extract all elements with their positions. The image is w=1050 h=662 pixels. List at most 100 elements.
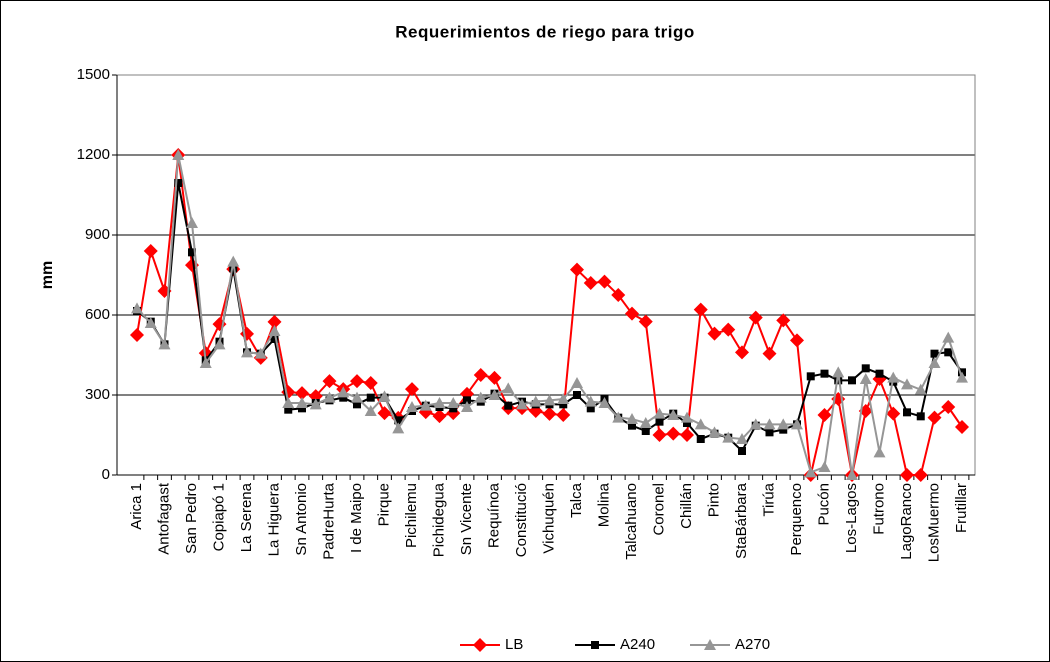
legend-marker bbox=[704, 639, 716, 650]
marker bbox=[749, 418, 762, 430]
marker bbox=[295, 386, 309, 401]
marker bbox=[254, 347, 267, 359]
marker bbox=[861, 364, 870, 373]
marker bbox=[817, 408, 832, 422]
marker bbox=[143, 244, 158, 258]
marker bbox=[625, 306, 639, 321]
x-tick-label: Chillán bbox=[678, 483, 695, 529]
marker bbox=[473, 368, 488, 382]
marker bbox=[199, 357, 212, 368]
x-tick-label: Sn Antonio bbox=[293, 483, 310, 556]
x-tick-label: Molina bbox=[595, 482, 612, 527]
marker bbox=[626, 413, 638, 424]
marker bbox=[130, 328, 144, 342]
marker bbox=[172, 149, 185, 160]
marker bbox=[174, 179, 183, 187]
x-tick-label: StaBárbara bbox=[733, 482, 750, 559]
marker bbox=[791, 418, 803, 430]
x-tick-label: Talcahuano bbox=[623, 483, 640, 560]
x-tick-label: Coronel bbox=[650, 483, 667, 536]
marker bbox=[653, 407, 666, 419]
marker bbox=[583, 276, 598, 290]
marker bbox=[693, 302, 708, 317]
y-axis-label: mm bbox=[39, 261, 56, 289]
marker bbox=[419, 399, 432, 411]
marker bbox=[213, 338, 226, 350]
marker bbox=[611, 288, 626, 302]
marker bbox=[529, 395, 542, 407]
x-tick-label: San Pedro bbox=[183, 483, 200, 554]
legend-marker bbox=[473, 638, 487, 652]
marker bbox=[268, 325, 281, 336]
y-tick-label: 600 bbox=[85, 306, 110, 323]
marker bbox=[463, 396, 471, 405]
marker bbox=[351, 391, 363, 403]
marker bbox=[806, 372, 815, 381]
marker bbox=[377, 406, 392, 421]
marker bbox=[284, 405, 293, 414]
marker bbox=[598, 397, 611, 408]
x-tick-label: Pichilemu bbox=[403, 483, 420, 548]
marker bbox=[721, 322, 736, 337]
marker bbox=[639, 417, 652, 428]
marker bbox=[392, 422, 405, 434]
x-tick-label: Pinto bbox=[705, 483, 722, 517]
marker bbox=[859, 373, 872, 384]
marker bbox=[350, 374, 364, 389]
marker bbox=[735, 345, 749, 360]
marker bbox=[309, 398, 322, 410]
marker bbox=[487, 370, 502, 385]
marker bbox=[584, 395, 597, 407]
marker bbox=[296, 397, 308, 408]
x-tick-label: LagoRanco bbox=[898, 483, 915, 560]
marker bbox=[323, 391, 336, 403]
marker bbox=[667, 409, 680, 420]
marker bbox=[736, 433, 748, 444]
marker bbox=[790, 333, 804, 348]
marker bbox=[612, 411, 625, 423]
x-tick-label: La Higuera bbox=[265, 482, 282, 556]
marker bbox=[405, 382, 419, 397]
marker bbox=[586, 404, 595, 413]
marker bbox=[502, 382, 515, 394]
marker bbox=[916, 412, 925, 421]
marker bbox=[748, 310, 763, 325]
y-tick-label: 900 bbox=[85, 226, 110, 243]
marker bbox=[708, 426, 721, 438]
marker bbox=[694, 418, 707, 430]
marker bbox=[777, 418, 790, 430]
marker bbox=[927, 410, 942, 425]
marker bbox=[913, 468, 928, 482]
x-tick-label: PadreHurta bbox=[320, 482, 337, 559]
marker bbox=[406, 401, 418, 412]
x-tick-label: I de Maipo bbox=[348, 483, 365, 553]
y-tick-label: 300 bbox=[85, 386, 110, 403]
marker bbox=[887, 371, 900, 383]
marker bbox=[433, 397, 446, 408]
marker bbox=[571, 377, 583, 388]
marker bbox=[779, 425, 788, 434]
marker bbox=[144, 317, 157, 328]
x-tick-label: Frutillar bbox=[953, 483, 970, 533]
marker bbox=[683, 419, 691, 427]
x-tick-label: La Serena bbox=[238, 482, 255, 552]
marker bbox=[282, 397, 295, 408]
marker bbox=[322, 374, 337, 389]
marker bbox=[655, 417, 664, 426]
marker bbox=[543, 394, 556, 406]
marker bbox=[707, 326, 722, 341]
marker bbox=[447, 397, 460, 408]
marker bbox=[461, 401, 473, 412]
marker bbox=[298, 404, 306, 413]
marker bbox=[556, 408, 571, 422]
marker bbox=[875, 369, 884, 378]
marker bbox=[722, 431, 735, 443]
marker bbox=[680, 428, 694, 442]
marker bbox=[597, 274, 612, 289]
x-tick-label: Arica 1 bbox=[128, 483, 145, 530]
marker bbox=[818, 461, 831, 472]
x-tick-label: Perquenco bbox=[788, 483, 805, 556]
marker bbox=[559, 400, 568, 409]
x-tick-label: Futrono bbox=[870, 483, 887, 535]
marker bbox=[928, 357, 941, 368]
